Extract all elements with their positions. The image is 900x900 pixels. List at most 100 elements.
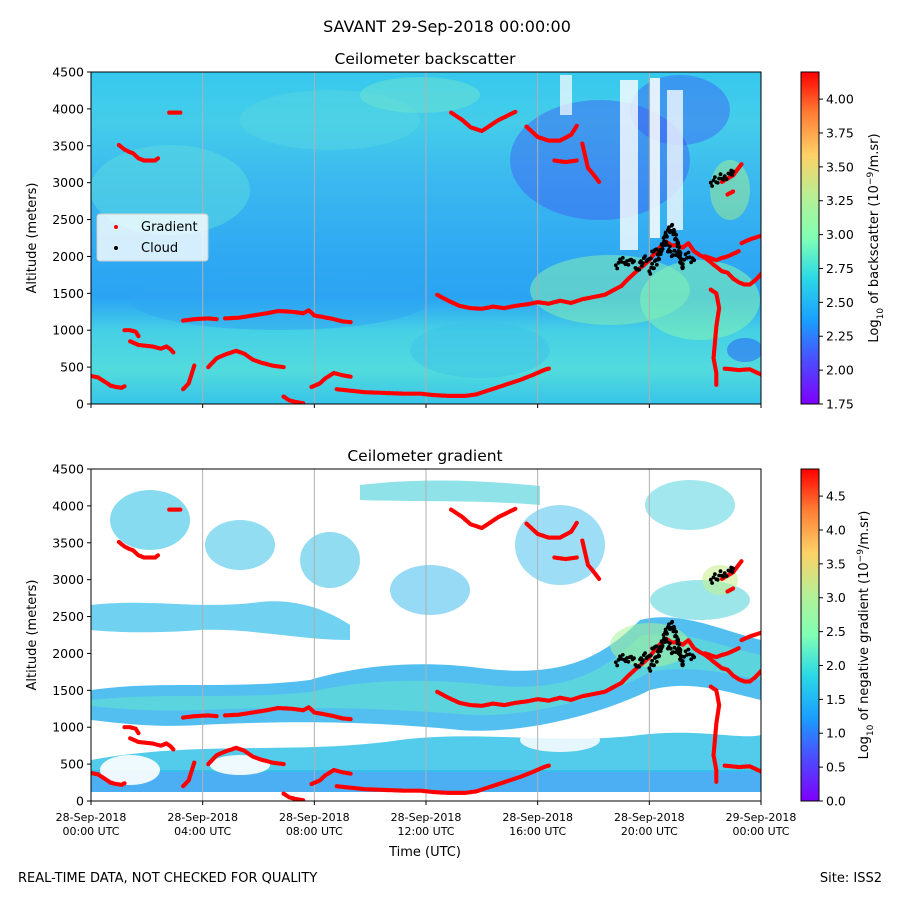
x-axis-label: Time (UTC) (388, 845, 461, 860)
x-tick-label-date: 28-Sep-2018 (279, 811, 350, 824)
cloud-point (657, 654, 662, 658)
gradient-point (758, 272, 761, 277)
y-tick-label: 2500 (52, 609, 84, 624)
cloud-point (724, 177, 729, 182)
gradient-point (546, 366, 551, 371)
gradient-point (192, 760, 197, 765)
colorbar-tick-label: 2.00 (826, 363, 854, 378)
cloud-point (654, 262, 659, 267)
gradient-point (281, 762, 286, 767)
gradient-point (714, 382, 719, 387)
colorbar-tick-label: 3.5 (826, 556, 846, 571)
legend: Gradient Cloud (96, 213, 209, 262)
colorbar-tick-label: 3.00 (826, 227, 854, 242)
colorbar-tick-label: 2.0 (826, 658, 846, 673)
gradient-point (574, 158, 579, 163)
colorbar-gradient (800, 468, 820, 802)
y-tick-label: 3500 (52, 535, 84, 550)
colorbar-tick-label: 2.75 (826, 261, 854, 276)
colorbar-tick-label: 1.5 (826, 692, 846, 707)
gradient-point (513, 506, 518, 511)
cloud-point (717, 573, 721, 578)
gradient-point (736, 249, 741, 254)
cloud-point (689, 260, 694, 265)
cloud-point (672, 645, 677, 650)
cloud-point (662, 240, 667, 245)
cloud-point (674, 232, 678, 237)
cloud-point (678, 648, 683, 652)
gradient-point (192, 363, 197, 368)
legend-label-cloud: Cloud (141, 241, 178, 256)
cloud-point (662, 637, 667, 642)
cloud-point (643, 254, 647, 258)
cloud-point (654, 247, 659, 252)
cloud-point (615, 266, 620, 271)
y-tick-label: 1000 (52, 323, 84, 338)
x-tick-label-time: 08:00 UTC (286, 825, 343, 838)
cloud-point (718, 172, 723, 177)
cloud-point (650, 658, 654, 663)
gradient-point (122, 781, 127, 786)
cloud-point (679, 654, 684, 659)
cloud-point (715, 577, 720, 582)
cloud-point (613, 263, 618, 268)
colorbar-label-gradient: Log10 of negative gradient (10−9/m.sr) (856, 511, 876, 760)
y-axis-label-gradient: Altitude (meters) (25, 580, 40, 691)
gradient-point (758, 233, 761, 238)
gradient-point (513, 109, 518, 114)
cloud-point (722, 571, 727, 576)
cloud-point (629, 654, 634, 659)
y-axis-label-backscatter: Altitude (meters) (25, 183, 40, 294)
cloud-point (679, 658, 684, 663)
cloud-point (721, 574, 726, 579)
cloud-point (670, 222, 675, 227)
cloud-point (730, 566, 736, 571)
cloud-point (626, 262, 631, 267)
colorbar-tick-label: 3.50 (826, 159, 854, 174)
cloud-point (691, 655, 697, 660)
grid-lines-gradient (202, 469, 650, 801)
x-ticks-backscatter (90, 404, 762, 408)
legend-marker-gradient (114, 225, 118, 229)
colorbar-tick-label: 0.5 (826, 760, 846, 775)
colorbar-tick-label: 3.0 (826, 590, 846, 605)
cloud-point (632, 656, 636, 661)
cloud-point (670, 619, 675, 624)
gradient-point (574, 123, 579, 128)
footer-quality-note: REAL-TIME DATA, NOT CHECKED FOR QUALITY (18, 871, 317, 886)
cloud-point (730, 173, 735, 177)
cloud-point (654, 659, 659, 664)
cloud-point (665, 631, 669, 636)
cloud-point (672, 248, 677, 253)
cloud-point (667, 622, 671, 627)
x-tick-label-date: 28-Sep-2018 (502, 811, 573, 824)
gradient-point (136, 731, 141, 736)
x-tick-label-time: 12:00 UTC (397, 825, 454, 838)
cloud-point (667, 641, 672, 646)
y-tick-label: 500 (60, 757, 84, 772)
gradient-point (214, 317, 219, 322)
cloud-point (713, 572, 717, 576)
x-tick-label-time: 00:00 UTC (62, 825, 119, 838)
gradient-point (574, 555, 579, 560)
y-tick-label: 4500 (52, 65, 84, 80)
series-gradient (91, 506, 761, 801)
cloud-point (710, 184, 714, 188)
cloud-point (648, 272, 653, 276)
cloud-point (654, 644, 659, 649)
x-tick-label-date: 28-Sep-2018 (56, 811, 127, 824)
gradient-point (178, 110, 183, 115)
colorbar-tick-label: 3.25 (826, 193, 854, 208)
cloud-point (679, 261, 684, 266)
cloud-point (671, 650, 675, 654)
cloud-point (665, 639, 669, 644)
cloud-point (668, 646, 673, 651)
cloud-point (730, 169, 736, 174)
cloud-point (686, 250, 691, 255)
cloud-point (650, 261, 654, 266)
legend-label-gradient: Gradient (141, 220, 198, 235)
series-cloud (613, 565, 736, 673)
cloud-point (652, 266, 656, 271)
